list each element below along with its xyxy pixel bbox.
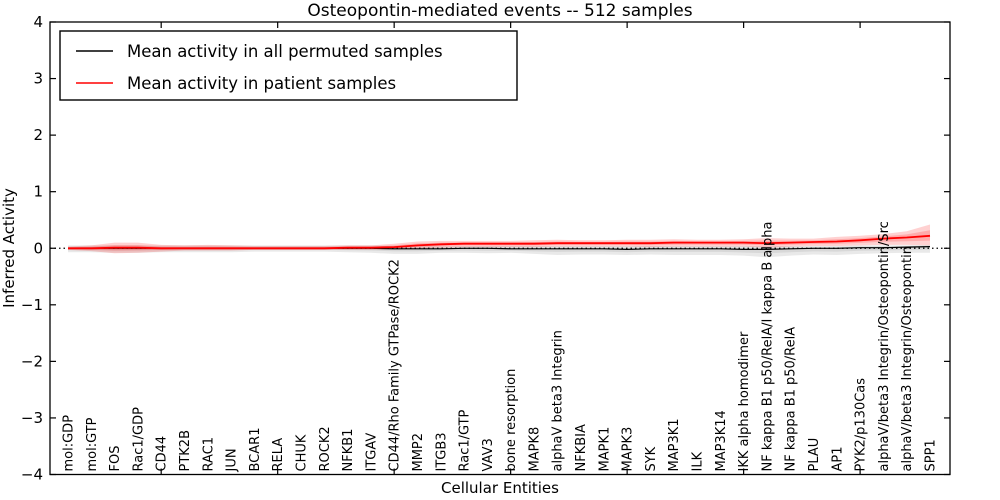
x-tick-label: CD44	[155, 436, 170, 472]
y-tick-label: −4	[21, 466, 43, 484]
x-tick-label: ITGB3	[434, 432, 449, 471]
y-tick-label: 2	[33, 126, 43, 144]
x-tick-label: CHUK	[294, 434, 309, 471]
x-tick-label: MAPK8	[527, 427, 542, 472]
x-tick-label: BCAR1	[248, 428, 263, 472]
y-tick-label: −2	[21, 352, 43, 370]
x-tick-label: PLAU	[807, 438, 822, 472]
y-tick-label: 0	[33, 239, 43, 257]
x-tick-label: mol:GTP	[85, 417, 100, 471]
x-tick-label: JUN	[225, 448, 240, 472]
x-tick-label: PYK2/p130Cas	[854, 378, 869, 472]
y-tick-label: 1	[33, 183, 43, 201]
y-tick-label: 4	[33, 13, 43, 31]
y-tick-label: −3	[21, 409, 43, 427]
legend: Mean activity in all permuted samples Me…	[59, 30, 518, 101]
x-tick-label: Rac1/GDP	[131, 407, 146, 472]
x-tick-label: AP1	[830, 446, 845, 471]
x-tick-label: NFKB1	[341, 429, 356, 472]
x-tick-label: ITGAV	[364, 433, 379, 472]
x-tick-label: VAV3	[481, 438, 496, 471]
x-tick-label: IKK alpha homodimer	[737, 331, 752, 472]
x-tick-label: CD44/Rho Family GTPase/ROCK2	[388, 259, 403, 471]
x-tick-label: bone resorption	[504, 369, 519, 472]
x-axis-label: Cellular Entities	[441, 479, 559, 497]
x-tick-label: NF kappa B1 p50/RelA/I kappa B alpha	[760, 222, 775, 472]
x-tick-label: alphaV beta3 Integrin	[551, 330, 566, 471]
x-tick-label: SYK	[644, 446, 659, 471]
x-tick-label: MAPK3	[621, 427, 636, 472]
legend-box	[59, 30, 518, 101]
x-tick-label: SPP1	[924, 439, 939, 471]
x-tick-label: RAC1	[201, 437, 216, 472]
x-tick-label: PTK2B	[178, 430, 193, 472]
x-tick-label: MAP3K1	[667, 418, 682, 471]
x-tick-label: RELA	[271, 438, 286, 472]
legend-label-permuted: Mean activity in all permuted samples	[127, 42, 443, 61]
y-tick-label: 3	[33, 70, 43, 88]
x-tick-label: NF kappa B1 p50/RelA	[784, 327, 799, 472]
x-tick-label: Rac1/GTP	[458, 409, 473, 471]
legend-label-patient: Mean activity in patient samples	[127, 74, 396, 93]
band-outer-series-1	[68, 224, 930, 254]
x-tick-label: ROCK2	[318, 426, 333, 471]
plot-area: −4 −3 −2 −1 0 1 2 3 4 mol:GDP mol:GTP FOS Rac1/GDP CD…	[21, 13, 951, 484]
x-tick-label: FOS	[108, 446, 123, 472]
x-tick-label: alphaV/beta3 Integrin/Osteopontin	[900, 246, 915, 471]
chart-title: Osteopontin-mediated events -- 512 sampl…	[307, 1, 692, 21]
y-tick-label: −1	[21, 296, 43, 314]
mean-line-series-1	[68, 234, 931, 250]
x-tick-label: ILK	[691, 451, 706, 471]
x-tick-label: MAPK1	[597, 427, 612, 472]
x-tick-label: MAP3K14	[714, 410, 729, 471]
x-tick-label: alphaV/beta3 Integrin/Osteopontin/Src	[877, 221, 892, 471]
x-tick-label: mol:GDP	[62, 415, 77, 472]
x-tick-label: MMP2	[411, 433, 426, 472]
y-axis-label: Inferred Activity	[0, 188, 18, 308]
x-tick-label: NFKBIA	[574, 424, 589, 471]
